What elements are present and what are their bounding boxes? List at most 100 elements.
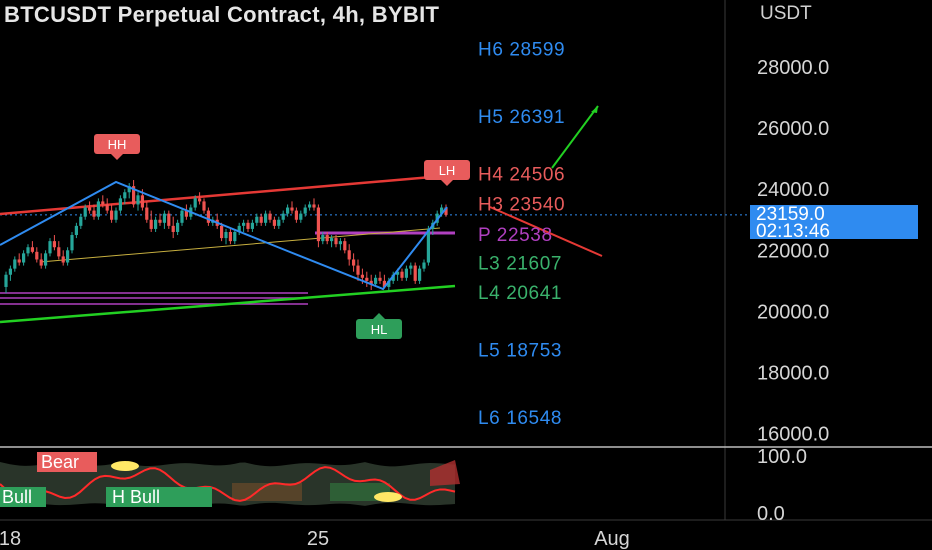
hh-marker-box [94,134,140,154]
oscillator-dot [111,461,139,471]
candle-body [136,195,140,205]
oscillator-tick-label: 100.0 [757,446,807,468]
candle-body [110,210,114,220]
oscillator-pane: Bear Bull H Bull [0,452,460,507]
candle-body [352,259,356,266]
bull-label-box [0,487,46,507]
candle-body [321,235,325,242]
candle-body [35,251,39,260]
candle-countdown: 02:13:46 [756,221,830,242]
hl-marker: HL [356,313,402,339]
candle-body [8,268,12,275]
candle-body [66,250,70,263]
candle-body [400,271,404,278]
candle-body [255,216,259,223]
h-bull-label: H Bull [112,487,160,507]
candle-body [193,198,197,208]
oscillator-dot [374,492,402,502]
candle-body [167,213,171,226]
bear-label: Bear [41,452,79,472]
candle-body [123,192,127,199]
y-tick-label: 20000.0 [757,301,829,323]
current-price-value: 23159.0 [756,204,825,225]
candle-body [127,186,131,193]
candle-body [290,207,294,211]
candle-body [237,225,241,232]
candle-body [79,216,83,226]
oscillator-tick-label: 0.0 [757,503,785,525]
candle-body [325,235,329,242]
candle-body [259,216,263,223]
candle-body [440,207,444,214]
candle-body [422,262,426,269]
candle-body [281,213,285,220]
pivot-level-label: L4 20641 [478,283,562,304]
candle-body [228,231,232,242]
pivot-level-label: H6 28599 [478,40,565,61]
projection-line-down [489,206,603,257]
pivot-level-label: L3 21607 [478,253,562,274]
candle-body [61,256,65,263]
hh-marker-pointer [111,154,123,160]
candle-body [242,222,246,226]
candle-body [378,277,382,281]
candle-body [70,235,74,251]
candle-body [334,238,338,245]
hl-marker-text: HL [371,322,388,337]
candle-body [180,210,184,223]
candle-body [145,207,149,220]
candle-body [101,201,105,205]
candle-body [303,207,307,214]
candle-body [396,271,400,275]
candle-body [132,186,136,205]
lh-marker-text: LH [439,163,456,178]
oscillator-line [0,466,456,502]
candle-body [299,213,303,220]
pivot-level-label: H5 26391 [478,107,565,128]
candle-body [140,195,144,208]
channel-bottom-line [0,284,456,324]
lh-marker: LH [424,160,470,186]
candle-body [356,265,360,275]
projection-line [551,105,599,169]
candle-body [13,259,17,269]
oscillator-zone [430,460,460,486]
y-tick-label: 22000.0 [757,240,829,262]
hl-marker-pointer [373,313,385,319]
candle-body [118,198,122,211]
y-tick-label: 16000.0 [757,424,829,446]
candle-body [184,210,188,217]
bull-label: Bull [2,487,32,507]
candle-body [365,277,369,281]
candle-body [176,222,180,232]
current-price-badge: 23159.0 02:13:46 [750,204,918,242]
candle-body [409,265,413,269]
candle-body [92,210,96,217]
candle-body [30,247,34,252]
candle-body [312,204,316,208]
candle-body [162,213,166,223]
y-tick-label: 24000.0 [757,179,829,201]
candle-body [404,268,408,278]
candle-body [387,280,391,287]
candle-body [39,259,43,266]
axis-unit-label: USDT [760,3,812,24]
candle-body [246,222,250,229]
candle-body [272,219,276,226]
candle-body [233,231,237,242]
candle-body [369,280,373,284]
candle-body [149,219,153,229]
candle-body [382,280,386,287]
candle-body [83,207,87,217]
candle-body [154,219,158,229]
candle-body [308,204,312,208]
pivot-level-label: P 22538 [478,225,553,246]
candle-body [418,268,422,281]
x-tick-label: 25 [307,528,329,550]
candle-body [158,219,162,223]
hl-marker-box [356,319,402,339]
candle-body [4,274,8,287]
candle-body [52,241,56,248]
